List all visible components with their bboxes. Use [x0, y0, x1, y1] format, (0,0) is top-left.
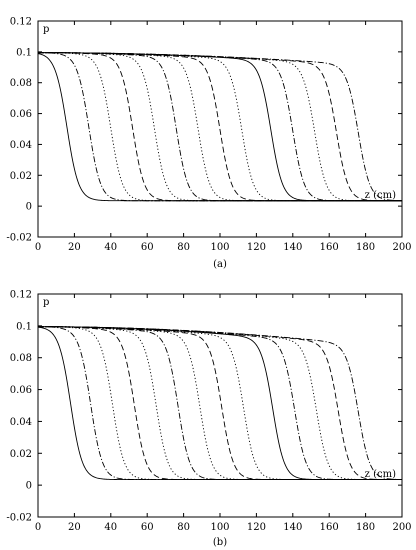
series-line-9	[38, 52, 402, 202]
x-axis-label: z (cm)	[365, 190, 396, 201]
y-tick-label: -0.02	[6, 233, 32, 244]
x-tick-label: 100	[210, 522, 229, 533]
y-tick-label: 0.08	[10, 353, 32, 364]
y-tick-label: 0.12	[10, 17, 32, 28]
y-tick-label: 0	[26, 481, 32, 492]
series-line-8	[38, 52, 402, 202]
y-axis-label: p	[43, 297, 49, 308]
x-tick-label: 200	[392, 522, 411, 533]
x-tick-label: 80	[177, 522, 190, 533]
x-tick-label: 160	[320, 522, 339, 533]
series-line-4	[38, 52, 402, 202]
x-tick-label: 80	[177, 242, 190, 253]
series-line-4	[38, 326, 402, 481]
y-tick-label: 0.04	[10, 140, 32, 151]
x-tick-label: 20	[68, 522, 81, 533]
series-line-2	[37, 52, 402, 202]
series-line-1	[37, 53, 402, 202]
series-line-6	[38, 52, 402, 202]
series-line-11	[38, 52, 402, 202]
series-line-12	[38, 326, 402, 481]
y-tick-label: 0.02	[10, 171, 32, 182]
y-tick-label: 0.06	[10, 385, 32, 396]
y-tick-label: 0	[26, 202, 32, 213]
y-tick-label: 0.04	[10, 417, 32, 428]
y-tick-label: 0.06	[10, 109, 32, 120]
x-tick-label: 0	[35, 242, 41, 253]
panel-label: (a)	[213, 259, 227, 270]
series-line-13	[38, 52, 402, 202]
x-tick-label: 200	[392, 242, 411, 253]
series-line-14	[38, 52, 403, 202]
y-tick-label: 0.08	[10, 78, 32, 89]
x-tick-label: 120	[247, 522, 266, 533]
series-line-12	[38, 52, 402, 202]
panel-label: (b)	[213, 537, 227, 548]
series-line-10	[38, 52, 402, 202]
x-tick-label: 60	[141, 522, 154, 533]
y-tick-label: 0.1	[16, 321, 32, 332]
y-tick-label: 0.12	[10, 290, 32, 301]
panel-b: 0 20 40 60 80 100 120 140 160 180 200-0.0200.020.0…	[6, 290, 411, 549]
x-axis-label: z (cm)	[365, 469, 396, 480]
y-axis-label: p	[43, 24, 49, 35]
x-tick-label: 160	[320, 242, 339, 253]
y-tick-label: -0.02	[6, 513, 32, 524]
y-tick-label: 0.02	[10, 449, 32, 460]
x-tick-label: 0	[35, 522, 41, 533]
x-tick-label: 40	[104, 242, 117, 253]
series-line-5	[38, 52, 402, 202]
x-tick-label: 20	[68, 242, 81, 253]
x-tick-label: 60	[141, 242, 154, 253]
x-tick-label: 140	[283, 522, 302, 533]
x-tick-label: 180	[356, 242, 375, 253]
x-tick-label: 100	[210, 242, 229, 253]
x-tick-label: 120	[247, 242, 266, 253]
panel-a: 0 20 40 60 80 100 120 140 160 180 200-0.0200.020.0…	[6, 17, 411, 271]
series-line-3	[38, 52, 402, 202]
x-tick-label: 140	[283, 242, 302, 253]
x-tick-label: 40	[104, 522, 117, 533]
y-tick-label: 0.1	[16, 47, 32, 58]
series-line-14	[38, 326, 403, 480]
series-line-7	[38, 52, 402, 202]
series-line-13	[38, 326, 402, 481]
x-tick-label: 180	[356, 522, 375, 533]
